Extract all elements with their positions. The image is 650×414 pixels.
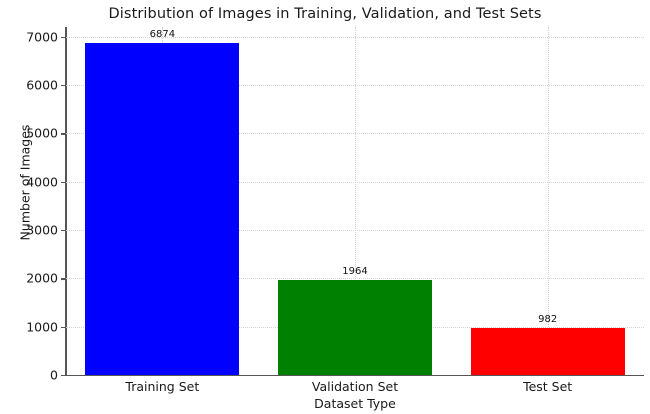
bar-training-set[interactable] [85, 42, 240, 375]
y-tick-mark [61, 181, 66, 184]
y-tick-mark [61, 278, 66, 280]
x-tick-label: Training Set [125, 379, 200, 394]
y-tick-mark [61, 230, 66, 232]
y-tick-label: 4000 [26, 174, 58, 190]
y-tick-mark [61, 133, 66, 135]
plot-area [66, 27, 644, 375]
x-axis-label: Dataset Type [314, 396, 396, 411]
bar-validation-set[interactable] [277, 280, 433, 375]
y-tick-mark [61, 375, 66, 377]
y-tick-label: 5000 [26, 125, 58, 141]
y-tick-mark [61, 326, 66, 329]
y-tick-label: 7000 [26, 29, 58, 45]
y-tick-mark [61, 36, 66, 39]
bar-value-label: 6874 [149, 28, 176, 40]
y-tick-label: 1000 [26, 319, 58, 335]
gridline-vertical [547, 27, 549, 375]
y-tick-label: 2000 [26, 270, 58, 286]
y-tick-label: 3000 [26, 222, 58, 238]
y-tick-label: 0 [50, 367, 58, 383]
bar-value-label: 982 [538, 313, 558, 325]
bar-test-set[interactable] [470, 327, 625, 375]
bar-value-label: 1964 [342, 266, 368, 278]
chart-title: Distribution of Images in Training, Vali… [108, 6, 542, 22]
gridline-vertical [355, 27, 356, 375]
x-tick-label: Test Set [523, 379, 573, 394]
x-tick-label: Validation Set [311, 379, 399, 394]
y-tick-label: 6000 [26, 77, 58, 93]
y-tick-mark [61, 85, 66, 87]
x-axis-spine [66, 374, 644, 377]
y-axis-spine [65, 27, 67, 376]
